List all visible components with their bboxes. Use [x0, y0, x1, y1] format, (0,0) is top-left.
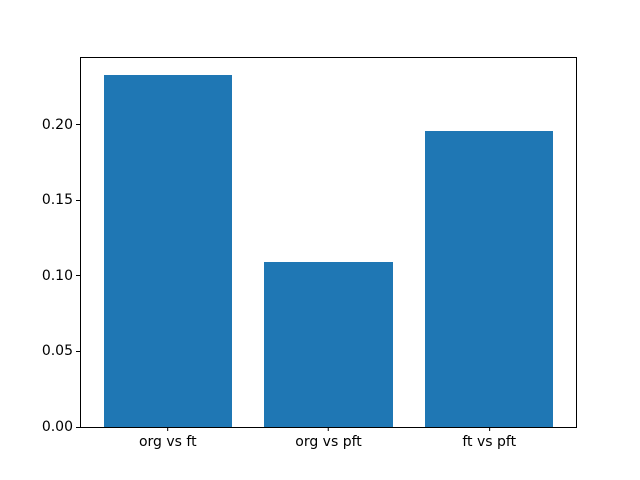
x-tick-label: org vs pft [295, 434, 362, 450]
y-tick: 0.15 [42, 192, 80, 208]
y-tick-label: 0.10 [41, 267, 73, 284]
y-tick-mark [76, 275, 80, 277]
bar-org-vs-pft [264, 262, 393, 427]
x-tick-label: org vs ft [138, 434, 197, 450]
x-tick-mark [488, 427, 490, 431]
x-tick: org vs pft [295, 427, 362, 450]
y-tick: 0.00 [42, 419, 80, 435]
y-tick-label: 0.20 [41, 116, 73, 133]
y-tick: 0.20 [42, 117, 80, 133]
y-tick-mark [76, 350, 80, 352]
y-tick: 0.05 [42, 343, 80, 359]
y-tick-label: 0.15 [41, 192, 73, 209]
x-tick: org vs ft [139, 427, 197, 450]
x-tick-mark [167, 427, 169, 431]
x-tick: ft vs pft [462, 427, 516, 450]
y-tick-label: 0.05 [41, 343, 73, 360]
plot-area [80, 57, 577, 428]
y-tick-mark [76, 124, 80, 126]
y-tick-label: 0.00 [41, 419, 73, 435]
bar-org-vs-ft [103, 74, 233, 427]
bar-ft-vs-pft [424, 130, 554, 427]
x-axis: org vs ft org vs pft ft vs pft [81, 427, 576, 459]
x-tick-label: ft vs pft [462, 434, 517, 450]
y-tick-mark [76, 199, 80, 201]
x-tick-mark [328, 427, 329, 431]
y-tick-mark [76, 426, 80, 428]
y-tick: 0.10 [42, 268, 80, 284]
y-axis: 0.00 0.05 0.10 0.15 0.20 [0, 58, 80, 435]
